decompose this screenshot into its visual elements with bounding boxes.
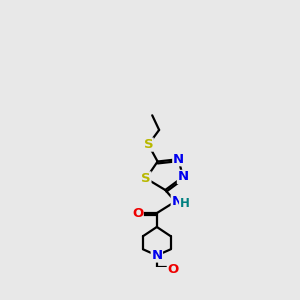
Text: S: S [141, 172, 151, 185]
Text: N: N [177, 170, 189, 183]
Text: O: O [132, 207, 143, 220]
Text: S: S [143, 138, 153, 151]
Text: N: N [171, 195, 182, 208]
Text: N: N [173, 153, 184, 166]
Text: N: N [151, 249, 162, 262]
Text: H: H [180, 196, 190, 210]
Text: O: O [167, 263, 178, 276]
